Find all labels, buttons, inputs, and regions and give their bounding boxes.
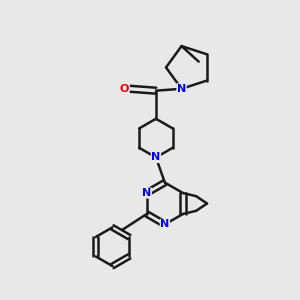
Text: N: N — [177, 84, 186, 94]
Text: N: N — [160, 219, 170, 230]
Text: O: O — [120, 84, 129, 94]
Text: N: N — [142, 188, 152, 198]
Text: N: N — [151, 152, 160, 163]
